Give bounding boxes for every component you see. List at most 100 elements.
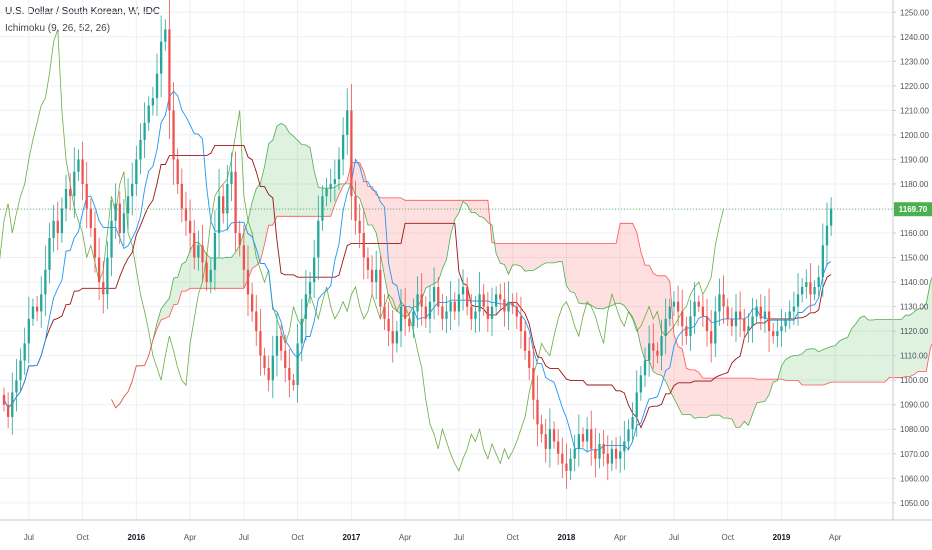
x-tick-label: 2018 [558, 533, 576, 542]
candle-body [672, 301, 676, 307]
cloud-segment [785, 356, 790, 381]
cloud-segment [247, 202, 253, 280]
x-tick-label: Jul [454, 533, 464, 542]
cloud-segment [678, 346, 683, 415]
candle-body [420, 294, 423, 307]
candle-body [432, 286, 436, 302]
candle-body [131, 183, 134, 197]
candle-body [784, 318, 787, 327]
cloud-segment [185, 250, 191, 292]
candle-body [809, 282, 812, 295]
candle-body [701, 306, 705, 317]
cloud-segment [334, 184, 339, 205]
cloud-segment [297, 140, 302, 217]
candle-body [89, 208, 92, 229]
candle-body [544, 434, 547, 449]
x-tick-label: Oct [291, 533, 304, 542]
candle-body [557, 441, 560, 454]
candle-body [788, 311, 791, 319]
cloud-segment [686, 368, 691, 415]
candle-body [714, 311, 717, 344]
candle-body [676, 301, 680, 312]
x-tick-label: Apr [399, 533, 412, 542]
candle-body [668, 306, 671, 319]
candle-body [801, 286, 804, 295]
cloud-segment [235, 245, 240, 289]
cloud-segment [574, 243, 579, 303]
candle-body [44, 269, 47, 295]
cloud-segment [740, 378, 745, 428]
time-axis[interactable]: Jul Oct 2016 Apr Jul Oct 2017 Apr Jul Oct 2018 Apr J… [0, 519, 932, 542]
candle-body [255, 311, 258, 332]
cloud-segment [897, 319, 902, 378]
candle-body [341, 134, 345, 160]
x-tick-label: Oct [76, 533, 89, 542]
cloud-segment [917, 308, 923, 372]
cloud-segment [851, 323, 856, 383]
candle-body [428, 301, 432, 319]
candle-body [304, 294, 308, 319]
candle-body [60, 208, 64, 234]
cloud-segment [554, 243, 559, 263]
cloud-segment [607, 243, 612, 307]
cloud-segment [165, 298, 170, 319]
candle-body [69, 188, 72, 197]
indicator-label[interactable]: Ichimoku (9, 26, 52, 26) [5, 23, 111, 34]
candle-body [643, 360, 647, 376]
candle-body [201, 245, 204, 263]
candle-body [259, 331, 262, 356]
candle-body [722, 294, 725, 307]
candle-body [776, 331, 779, 337]
candle-body [519, 316, 523, 332]
candle-body [23, 343, 26, 361]
candle-body [449, 301, 452, 312]
candle-body [639, 375, 643, 393]
cloud-segment [314, 171, 319, 217]
cloud-segment [157, 308, 162, 329]
candle-body [594, 448, 597, 459]
cloud-segment [223, 257, 228, 289]
candle-body [308, 282, 312, 295]
candle-body [437, 286, 440, 307]
candle-body [478, 294, 481, 312]
cloud-segment [256, 183, 261, 266]
candle-body [205, 262, 208, 283]
cloud-segment [595, 243, 600, 309]
candle-body [565, 463, 568, 471]
candle-body [772, 331, 775, 337]
candle-body [250, 294, 254, 312]
cloud-segment [735, 378, 741, 428]
y-tick-label: 1200.00 [900, 131, 929, 140]
candle-body [31, 306, 35, 319]
cloud-segment [582, 243, 588, 304]
cloud-segment [760, 379, 765, 403]
x-tick-label: Apr [184, 533, 197, 542]
candle-body [35, 306, 39, 312]
candle-body [267, 367, 270, 381]
cloud-segment [682, 348, 687, 415]
price-axis[interactable]: 1050.00 1060.00 1070.00 1080.00 1090.00 1100.… [892, 0, 932, 520]
cloud-segment [520, 243, 526, 272]
candle-body [697, 301, 700, 307]
cloud-segment [289, 132, 294, 217]
cloud-segment [822, 348, 827, 386]
x-tick-label: 2017 [342, 533, 360, 542]
y-tick-label: 1150.00 [900, 254, 929, 263]
leading-span-a [111, 122, 932, 428]
cloud-segment [587, 243, 592, 306]
cloud-segment [884, 319, 889, 383]
candle-body [515, 306, 518, 317]
cloud-segment [260, 166, 265, 261]
candle-body [623, 441, 626, 452]
cloud-segment [826, 346, 832, 384]
cloud-segment [264, 143, 269, 245]
candle-body [486, 306, 490, 319]
candle-body [821, 245, 824, 278]
cloud-segment [500, 243, 505, 265]
candle-body [536, 399, 539, 425]
candle-body [627, 429, 630, 442]
cloud-segment [537, 243, 542, 269]
cloud-segment [446, 200, 451, 260]
cloud-segment [690, 369, 695, 419]
